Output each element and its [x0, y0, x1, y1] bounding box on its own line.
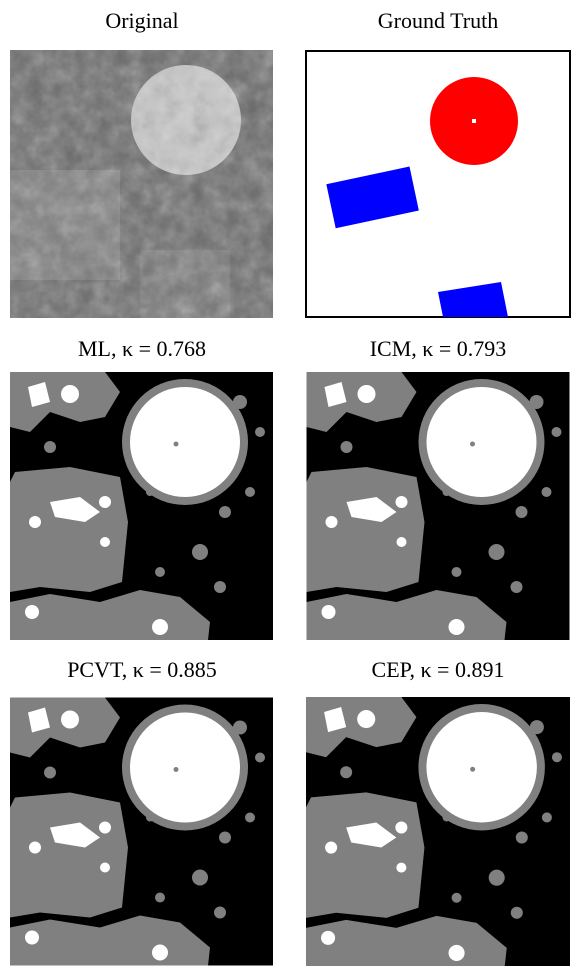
- segmentation-image: [10, 697, 273, 966]
- caption: ML, κ = 0.768: [2, 336, 282, 362]
- segmentation-image: [305, 697, 571, 966]
- figure: Original Ground Truth ML, κ = 0.768 ICM,…: [0, 0, 571, 966]
- segmentation-image: [10, 372, 273, 640]
- caption: CEP, κ = 0.891: [298, 657, 571, 683]
- caption: PCVT, κ = 0.885: [2, 657, 282, 683]
- caption: Ground Truth: [298, 8, 571, 34]
- ground-truth-image: [305, 50, 571, 318]
- caption: Original: [2, 8, 282, 34]
- caption: ICM, κ = 0.793: [298, 336, 571, 362]
- original-image: [10, 50, 273, 318]
- segmentation-image: [305, 372, 571, 640]
